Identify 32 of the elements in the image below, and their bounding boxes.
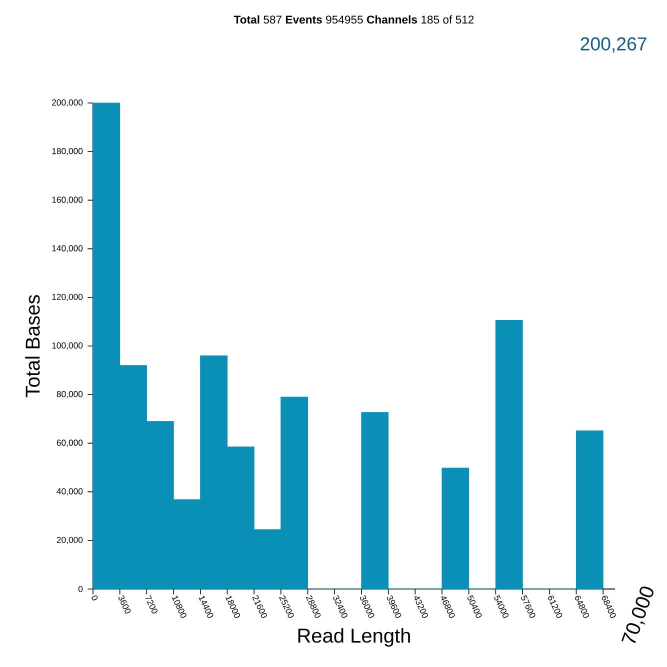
y-tick-label: 80,000 [56,391,83,398]
y-tick-label: 20,000 [56,536,83,544]
x-tick-label: 64800 [574,596,590,618]
y-axis-title: Total Bases [25,295,40,398]
y-tick-label: 180,000 [52,148,83,156]
y-tick-label: 60,000 [56,440,83,447]
x-tick-label: 50400 [467,595,482,618]
x-tick-label: 7200 [145,594,158,614]
y-tick-label: 160,000 [52,196,83,204]
y-tick-label: 0 [78,586,83,592]
x-tick-label: 54000 [494,595,509,618]
x-tick-label: 18000 [225,596,240,618]
y-tick-label: 100,000 [52,342,83,350]
x-tick-label: 43200 [414,596,428,618]
x-tick-label: 3600 [118,595,131,614]
text: 70,000 [621,586,654,644]
y-tick-label: 40,000 [56,488,83,496]
x-tick-label: 32400 [333,595,348,618]
chart-title: Total 587 Events 954955 Channels 185 of 512 [234,15,474,24]
x-tick-label: 39600 [386,595,402,618]
x-tick-label: 61200 [548,596,562,618]
x-tick-label: 0 [92,596,98,600]
x-tick-label: 28800 [306,595,321,618]
x-axis-title: Read Length [298,628,410,647]
x-tick-label: 57600 [521,595,536,618]
x-tick-label: 68400 [602,596,616,618]
text: 200,267 [580,37,646,53]
x-tick-label: 36000 [360,595,374,618]
y-tick-label: 200,000 [52,99,83,107]
y-tick-label: 120,000 [52,294,83,301]
y-tick-label: 140,000 [52,245,83,252]
x-tick-label: 46800 [441,596,455,618]
